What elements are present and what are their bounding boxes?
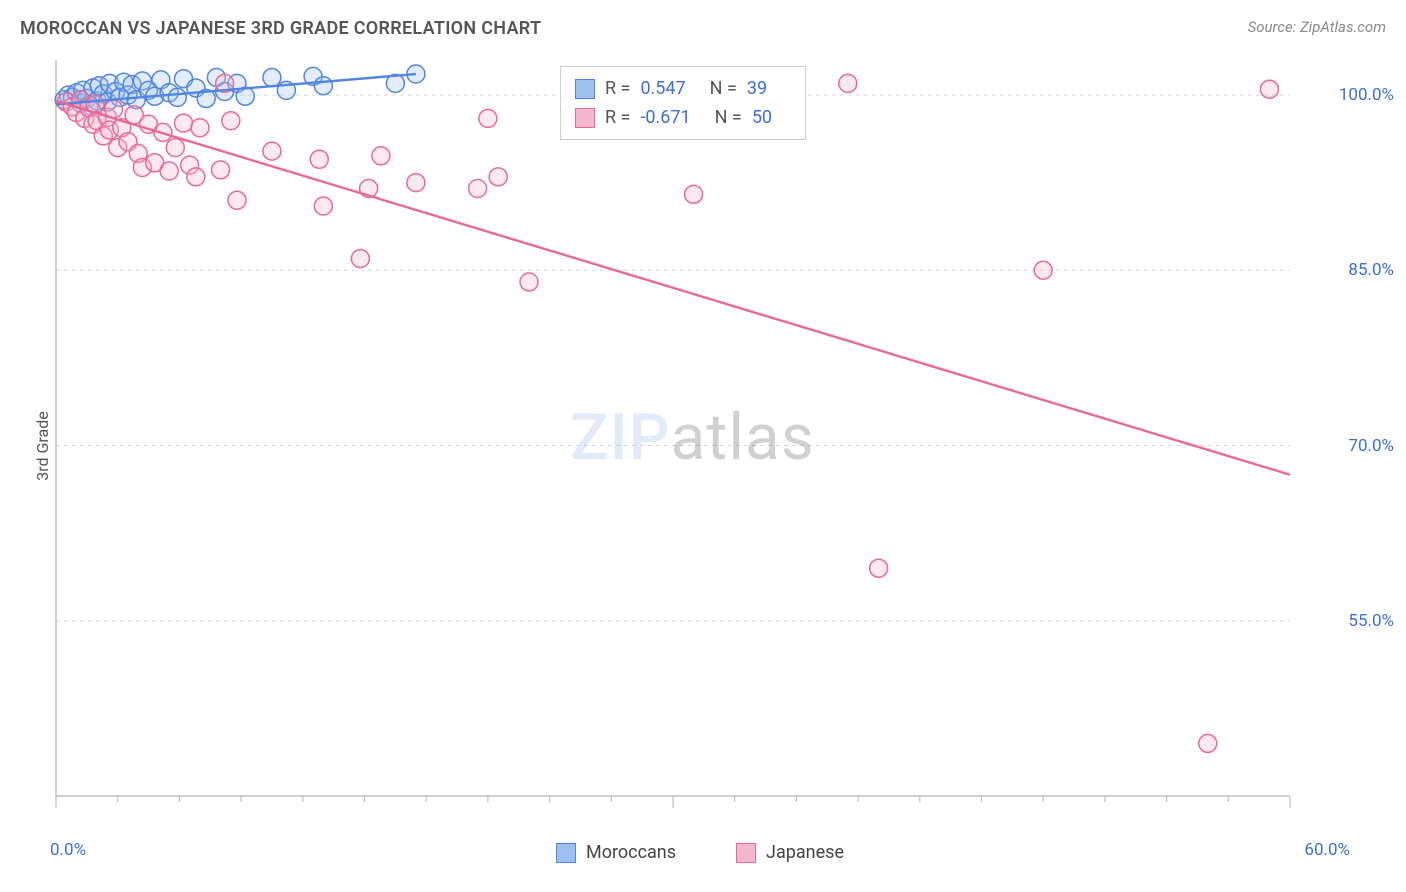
stats-r-label: R = [605,75,630,104]
scatter-chart-svg [50,56,1350,836]
chart-title: MOROCCAN VS JAPANESE 3RD GRADE CORRELATI… [20,18,541,39]
legend-label: Japanese [766,842,844,863]
y-tick-label: 85.0% [1348,260,1394,280]
stats-row: R = -0.671 N = 50 [575,104,791,133]
chart-header: MOROCCAN VS JAPANESE 3RD GRADE CORRELATI… [20,18,1386,39]
stats-r-value: 0.547 [640,75,685,104]
stats-n-value: 39 [747,75,767,104]
stats-n-label: N = [710,75,737,104]
y-tick-labels: 55.0% 70.0% 85.0% 100.0% [1314,56,1394,836]
legend-item: Japanese [736,842,844,863]
legend-bottom: Moroccans Japanese [50,842,1350,863]
legend-label: Moroccans [586,842,676,863]
stats-box: R =0.547N =39R =-0.671N =50 [560,66,806,140]
stats-r-label: R = [605,104,630,133]
y-tick-label: 100.0% [1339,85,1394,105]
legend-swatch [556,843,576,863]
y-tick-label: 55.0% [1348,611,1394,631]
chart-area [50,56,1350,836]
stats-n-value: 50 [752,104,772,133]
stats-r-value: -0.671 [640,104,690,133]
chart-source: Source: ZipAtlas.com [1248,18,1386,36]
stats-swatch [575,79,595,99]
stats-row: R = 0.547 N = 39 [575,75,791,104]
y-tick-label: 70.0% [1348,436,1394,456]
legend-swatch [736,843,756,863]
legend-item: Moroccans [556,842,676,863]
stats-n-label: N = [715,104,742,133]
stats-swatch [575,108,595,128]
